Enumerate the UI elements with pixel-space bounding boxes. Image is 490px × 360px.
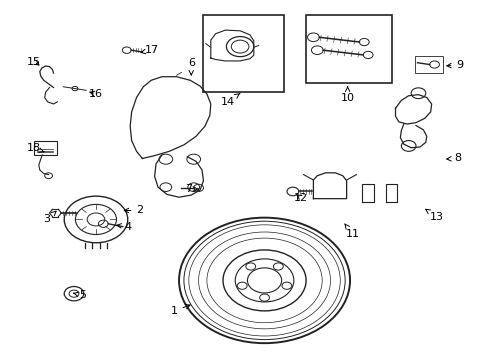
Text: 11: 11 <box>344 224 360 239</box>
Text: 13: 13 <box>426 209 443 221</box>
Bar <box>306 15 392 83</box>
Text: 16: 16 <box>89 89 103 99</box>
Text: 15: 15 <box>27 57 41 67</box>
Text: 7: 7 <box>185 184 198 194</box>
Text: 2: 2 <box>124 206 144 216</box>
Bar <box>203 15 284 92</box>
Bar <box>34 140 57 155</box>
Text: 6: 6 <box>188 58 195 75</box>
Text: 1: 1 <box>171 305 190 316</box>
Text: 12: 12 <box>294 193 308 203</box>
Text: 4: 4 <box>117 222 131 231</box>
Bar <box>415 55 443 73</box>
Text: 14: 14 <box>221 93 240 107</box>
Text: 3: 3 <box>44 211 56 224</box>
Text: 10: 10 <box>341 87 355 103</box>
Text: 17: 17 <box>141 45 159 55</box>
Text: 9: 9 <box>447 60 464 70</box>
Text: 8: 8 <box>447 153 461 163</box>
Text: 18: 18 <box>27 143 44 153</box>
Text: 5: 5 <box>74 291 86 301</box>
